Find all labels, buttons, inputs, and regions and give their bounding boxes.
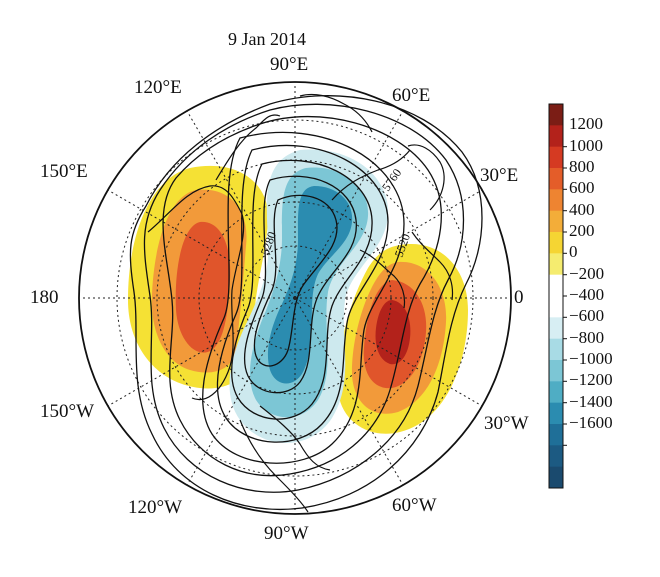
colorbar-segment <box>549 445 563 468</box>
meridian-line <box>294 189 483 299</box>
colorbar <box>548 103 567 489</box>
meridian-line <box>294 110 404 299</box>
colorbar-segment <box>549 104 563 126</box>
colorbar-segment <box>549 232 563 254</box>
colorbar-tick-label: −200 <box>569 263 605 283</box>
colorbar-tick-label: −1200 <box>569 370 613 390</box>
meridian-line <box>294 297 483 407</box>
lon-label-120e: 120°E <box>134 77 182 98</box>
colorbar-segment <box>549 274 563 297</box>
lon-label-0: 0 <box>514 287 524 308</box>
colorbar-tick-label: 200 <box>569 221 595 240</box>
colorbar-segment <box>549 338 563 361</box>
colorbar-tick-label: 1000 <box>569 135 603 155</box>
colorbar-tick-label: 600 <box>569 178 595 198</box>
lon-label-90w: 90°W <box>264 523 309 544</box>
lon-label-150e: 150°E <box>40 161 88 182</box>
colorbar-tick-label: 400 <box>569 199 595 219</box>
lon-label-60w: 60°W <box>392 495 437 516</box>
meridian-line <box>107 189 296 299</box>
lon-label-30e: 30°E <box>480 165 519 186</box>
colorbar-tick-label: 0 <box>569 242 578 262</box>
negative-anomaly-trough <box>229 149 389 443</box>
colorbar-segment <box>549 317 563 340</box>
colorbar-tick-label: −1000 <box>569 349 613 368</box>
colorbar-segment <box>549 296 563 318</box>
colorbar-segment <box>549 189 563 212</box>
lon-label-30w: 30°W <box>484 413 529 434</box>
lon-label-90e: 90°E <box>270 54 309 75</box>
colorbar-tick-label: −600 <box>569 306 605 326</box>
map-title: 9 Jan 2014 <box>228 29 306 49</box>
height-contours <box>129 95 483 511</box>
colorbar-tick-label: −800 <box>569 327 605 347</box>
meridians <box>79 82 511 514</box>
lon-label-180: 180 <box>30 287 59 308</box>
colorbar-tick-label: 800 <box>569 157 595 176</box>
colorbar-segment <box>549 424 563 446</box>
meridian-line <box>186 297 296 486</box>
colorbar-segment <box>549 402 563 425</box>
colorbar-segment <box>549 381 563 404</box>
colorbar-segment <box>549 125 563 148</box>
colorbar-segment <box>549 466 563 489</box>
colorbar-segment <box>549 253 563 276</box>
colorbar-tick-label: −1400 <box>569 391 613 411</box>
lon-label-150w: 150°W <box>40 401 95 422</box>
colorbar-segment <box>549 210 563 233</box>
lon-label-120w: 120°W <box>128 497 183 518</box>
colorbar-segment <box>549 146 563 169</box>
colorbar-segment <box>549 168 563 190</box>
colorbar-tick-label: −400 <box>569 285 605 304</box>
colorbar-tick-label: 1200 <box>569 114 603 134</box>
meridian-line <box>107 297 296 407</box>
lon-label-60e: 60°E <box>392 85 431 106</box>
meridian-line <box>294 297 404 486</box>
colorbar-segment <box>549 360 563 382</box>
colorbar-tick-label: −1600 <box>569 413 613 432</box>
positive-anomaly-atlantic <box>337 243 468 434</box>
